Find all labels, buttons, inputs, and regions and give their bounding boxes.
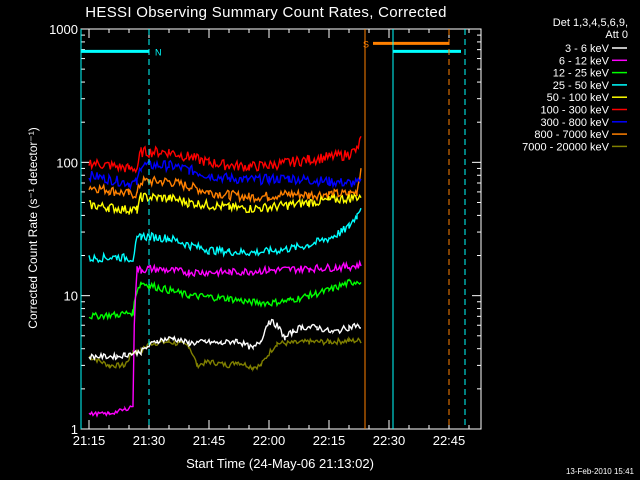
y-tick-label: 1000 bbox=[49, 22, 78, 37]
series-line bbox=[88, 259, 362, 418]
legend-label: 6 - 12 keV bbox=[559, 55, 610, 67]
legend-label: 300 - 800 keV bbox=[541, 117, 610, 129]
series-line bbox=[88, 159, 362, 191]
x-tick-label: 21:30 bbox=[133, 433, 166, 448]
plot-area: 1 10 100 1000 21:15 21:30 21:45 22:00 22:15 22:30… bbox=[49, 22, 482, 448]
footer-date: 13-Feb-2010 15:41 bbox=[566, 467, 635, 476]
series-line bbox=[88, 192, 362, 215]
flag-label: N bbox=[155, 47, 162, 57]
legend-item: 300 - 800 keV bbox=[541, 117, 627, 129]
legend-item: 7000 - 20000 keV bbox=[522, 141, 627, 153]
y-tick-label: 100 bbox=[56, 155, 78, 170]
legend-label: 7000 - 20000 keV bbox=[522, 141, 610, 153]
y-axis-label: Corrected Count Rate (s⁻¹ detector⁻¹) bbox=[26, 127, 40, 328]
series-line bbox=[88, 168, 362, 204]
legend-item: 50 - 100 keV bbox=[547, 92, 627, 104]
legend-item: 6 - 12 keV bbox=[559, 55, 627, 67]
y-tick-label: 1 bbox=[71, 422, 78, 437]
x-tick-label: 22:15 bbox=[313, 433, 346, 448]
legend-label: 50 - 100 keV bbox=[547, 92, 610, 104]
y-tick-label: 10 bbox=[64, 289, 78, 304]
x-axis-label: Start Time (24-May-06 21:13:02) bbox=[186, 456, 374, 471]
legend-label: 12 - 25 keV bbox=[553, 68, 610, 80]
series-line bbox=[88, 318, 362, 361]
legend-label: 25 - 50 keV bbox=[553, 80, 610, 92]
x-tick-label: 21:15 bbox=[73, 433, 106, 448]
x-tick-label: 22:45 bbox=[433, 433, 466, 448]
legend-label: 800 - 7000 keV bbox=[534, 129, 609, 141]
detector-info-line-1: Det 1,3,4,5,6,9, bbox=[553, 17, 628, 29]
flag-label: S bbox=[363, 39, 369, 49]
detector-info-line-2: Att 0 bbox=[605, 29, 628, 41]
legend-item: 100 - 300 keV bbox=[541, 105, 627, 117]
series-line bbox=[88, 207, 362, 264]
legend-label: 100 - 300 keV bbox=[541, 105, 610, 117]
x-tick-label: 21:45 bbox=[193, 433, 226, 448]
x-tick-label: 22:00 bbox=[253, 433, 286, 448]
legend-item: 25 - 50 keV bbox=[553, 80, 627, 92]
legend-item: 12 - 25 keV bbox=[553, 68, 627, 80]
series-line bbox=[88, 135, 362, 174]
legend-item: 3 - 6 keV bbox=[565, 43, 627, 55]
legend-label: 3 - 6 keV bbox=[565, 43, 610, 55]
x-tick-label: 22:30 bbox=[373, 433, 406, 448]
legend-item: 800 - 7000 keV bbox=[534, 129, 627, 141]
chart-title: HESSI Observing Summary Count Rates, Cor… bbox=[85, 4, 446, 21]
